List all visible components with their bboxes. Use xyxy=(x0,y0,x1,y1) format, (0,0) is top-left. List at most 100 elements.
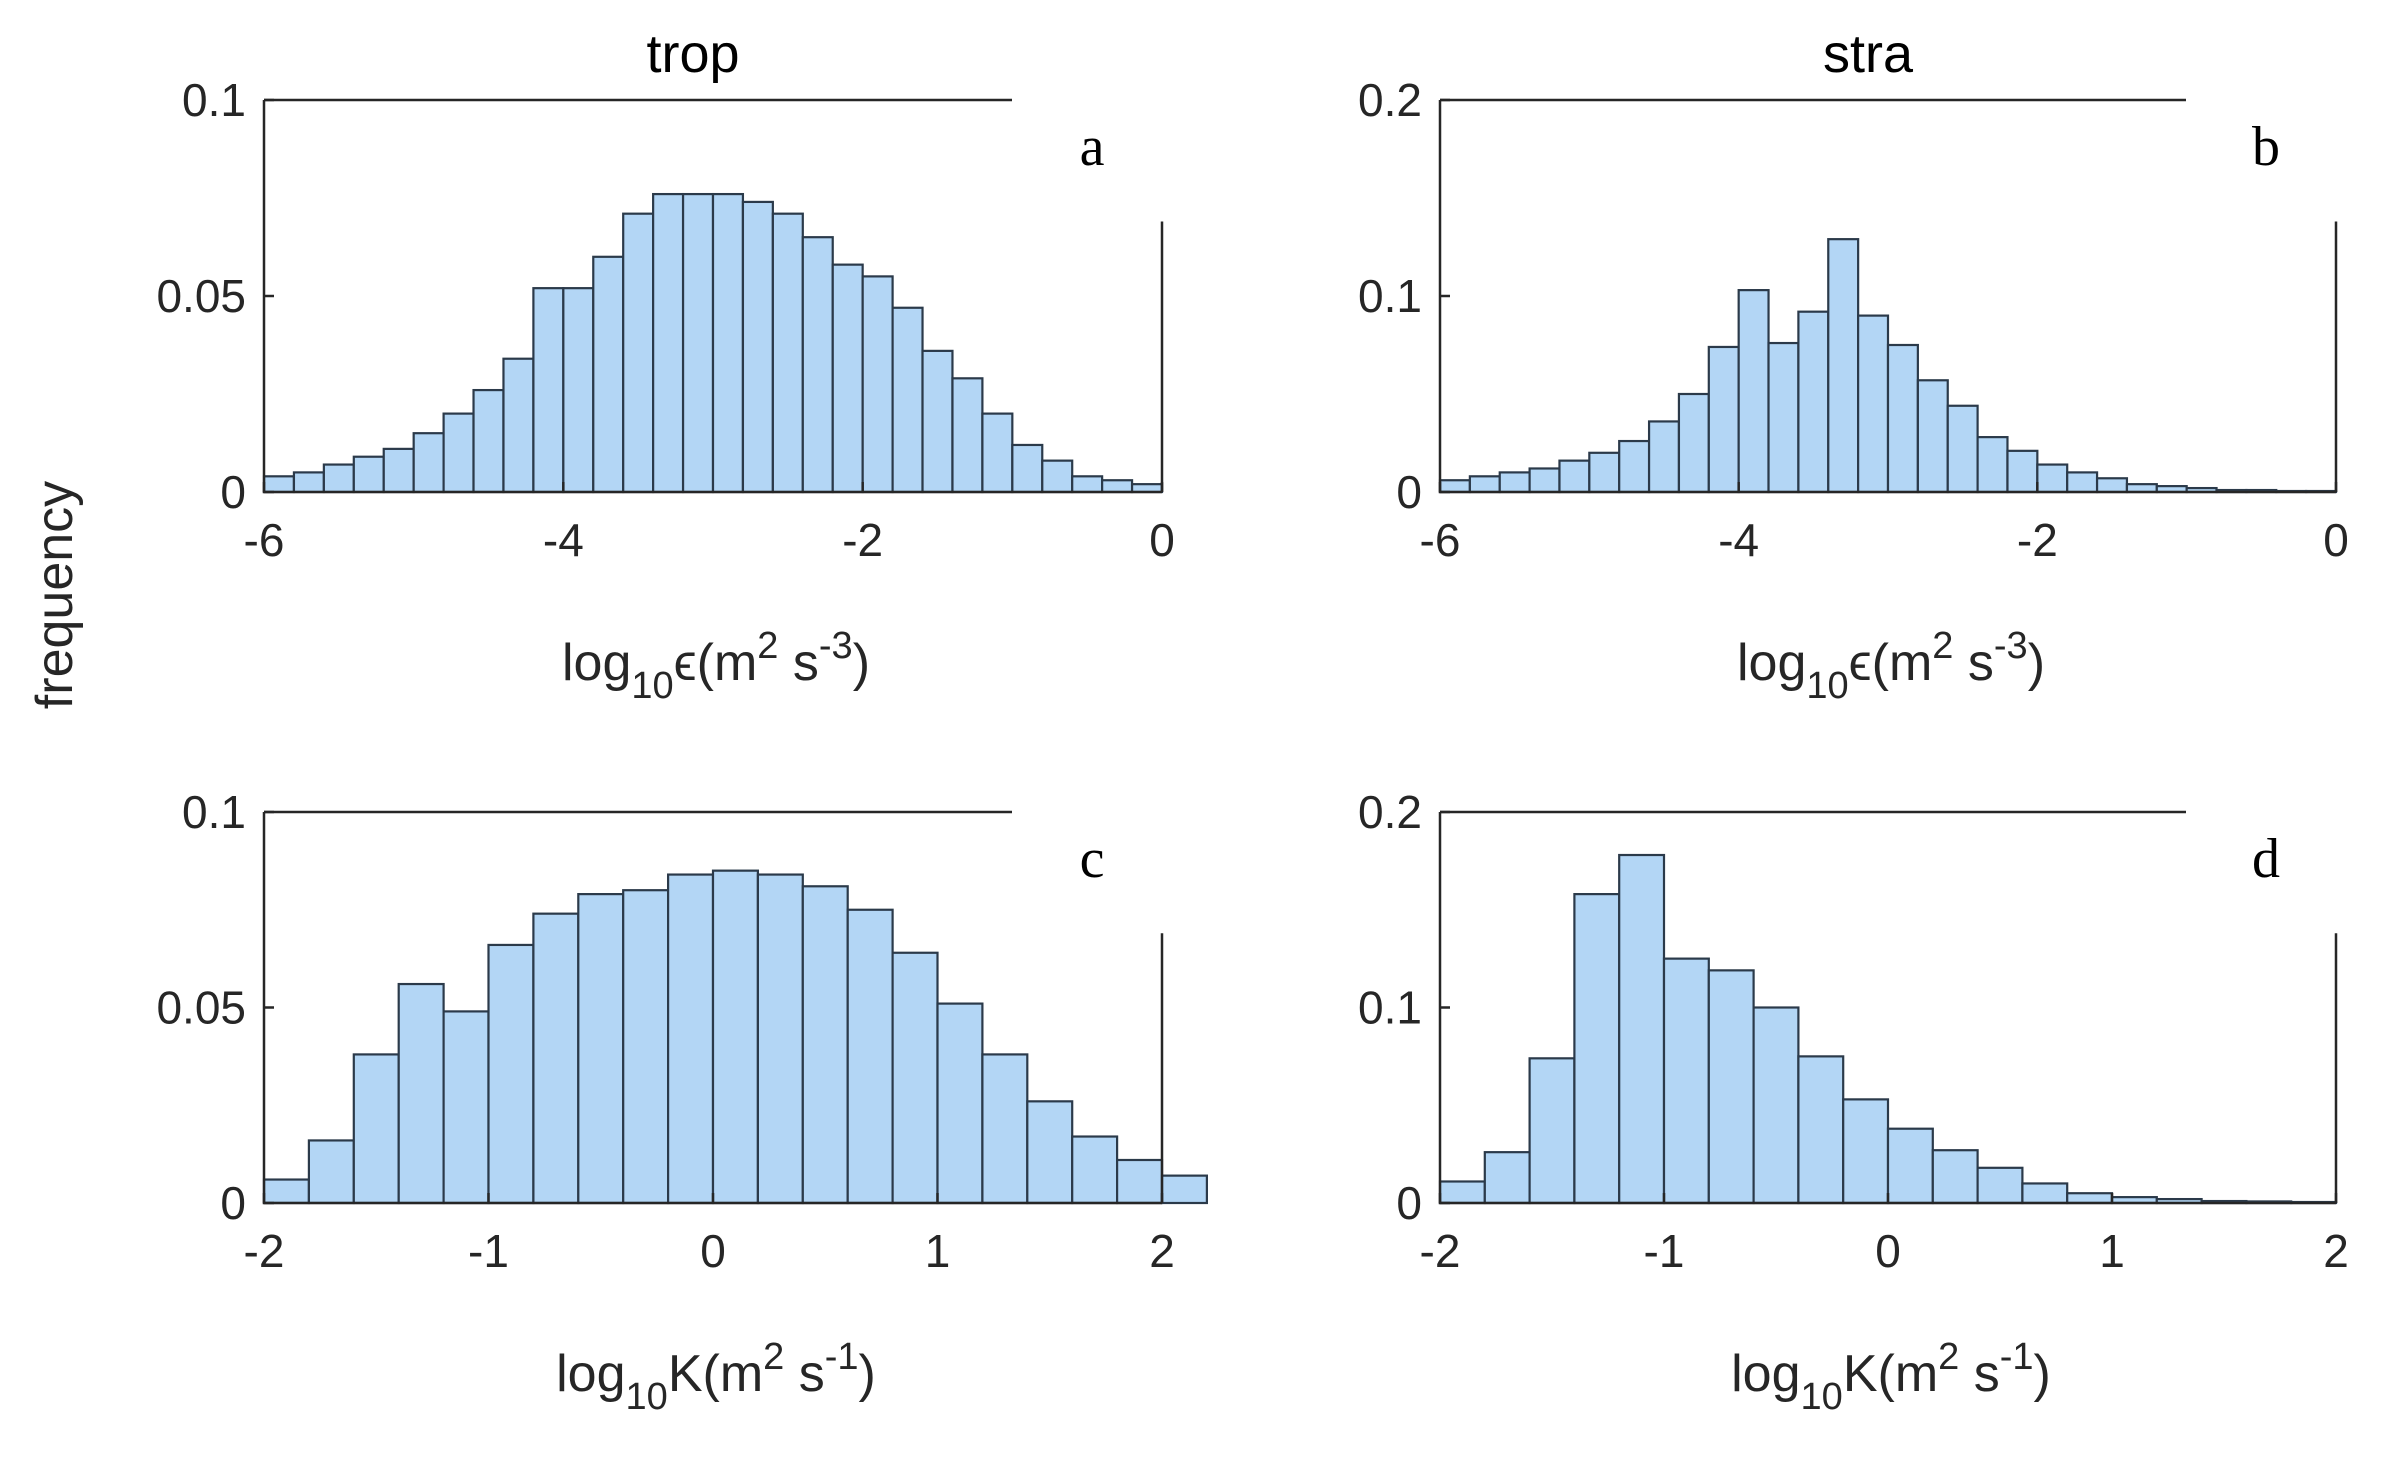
bar-b-10 xyxy=(1737,289,1770,494)
xtick-label-c-4: 2 xyxy=(1149,1225,1175,1277)
bar-c-0 xyxy=(262,1178,311,1205)
x-label-part-pre: log xyxy=(562,634,631,692)
bar-c-5 xyxy=(487,943,535,1205)
bar-a-19 xyxy=(831,263,864,494)
bar-c-14 xyxy=(891,951,939,1205)
panel-title-a: trop xyxy=(646,24,739,84)
x-axis-label-c: log10K(m2 s-1) xyxy=(556,1336,876,1418)
bar-a-1 xyxy=(292,471,325,494)
bar-b-19 xyxy=(2006,449,2039,494)
bar-b-8 xyxy=(1677,392,1710,494)
ytick-label-b-0: 0 xyxy=(1396,466,1422,518)
x-label-part-sub: 10 xyxy=(1801,1376,1843,1418)
bar-a-10 xyxy=(562,287,595,494)
x-label-part-unit: (m xyxy=(1872,634,1933,692)
bar-a-2 xyxy=(322,463,355,494)
bar-d-7 xyxy=(1752,1006,1800,1205)
bar-b-7 xyxy=(1647,420,1681,494)
xtick-label-b-2: -2 xyxy=(2017,514,2058,566)
bar-a-7 xyxy=(472,388,505,494)
bar-c-3 xyxy=(397,982,445,1205)
bar-a-8 xyxy=(502,357,535,494)
x-label-part-p1: 2 xyxy=(763,1336,784,1378)
bar-b-4 xyxy=(1558,459,1591,494)
bar-c-4 xyxy=(442,1010,490,1205)
bar-c-6 xyxy=(532,912,580,1205)
bar-b-20 xyxy=(2036,463,2069,494)
bar-d-0 xyxy=(1438,1180,1486,1205)
bar-a-4 xyxy=(382,447,415,494)
bar-b-17 xyxy=(1946,404,1979,494)
bar-d-6 xyxy=(1707,969,1755,1205)
bar-c-11 xyxy=(756,873,804,1205)
bar-d-14 xyxy=(2066,1192,2114,1205)
bar-c-8 xyxy=(622,889,670,1205)
x-label-part-sub: 10 xyxy=(626,1376,668,1418)
x-label-part-pre: log xyxy=(1731,1345,1800,1403)
bar-a-24 xyxy=(981,412,1014,494)
bar-a-28 xyxy=(1101,479,1134,494)
x-label-part-p1: 2 xyxy=(1938,1336,1959,1378)
bar-c-13 xyxy=(846,908,894,1205)
bar-b-18 xyxy=(1976,436,2009,494)
bar-b-6 xyxy=(1618,439,1651,494)
x-label-part-mid: s xyxy=(1953,634,1993,692)
xtick-label-d-3: 1 xyxy=(2099,1225,2125,1277)
bar-c-17 xyxy=(1026,1100,1074,1205)
bar-d-10 xyxy=(1886,1127,1934,1205)
panel-title-b: stra xyxy=(1823,24,1914,84)
ytick-label-c-1: 0.05 xyxy=(156,982,246,1034)
ytick-label-d-2: 0.2 xyxy=(1358,786,1422,838)
panel-label-d: d xyxy=(2252,828,2280,890)
bar-b-5 xyxy=(1588,451,1621,494)
x-label-part-pre: log xyxy=(1737,634,1806,692)
xtick-label-c-3: 1 xyxy=(925,1225,951,1277)
ytick-label-b-2: 0.2 xyxy=(1358,74,1422,126)
bar-a-21 xyxy=(891,306,924,494)
bar-a-18 xyxy=(801,236,834,494)
y-axis-label-frequency: frequency xyxy=(26,481,84,709)
bar-a-16 xyxy=(741,200,774,494)
x-axis-label-d: log10K(m2 s-1) xyxy=(1731,1336,2051,1418)
x-label-part-unit: (m xyxy=(697,634,758,692)
bar-c-2 xyxy=(352,1053,400,1205)
xtick-label-d-0: -2 xyxy=(1420,1225,1461,1277)
ytick-label-c-2: 0.1 xyxy=(182,786,246,838)
bar-b-11 xyxy=(1767,341,1800,494)
x-label-part-unit: (m xyxy=(703,1345,764,1403)
bar-d-1 xyxy=(1483,1151,1531,1205)
x-label-part-mid: s xyxy=(778,634,818,692)
x-axis-label-b: log10ϵ(m2 s-3) xyxy=(1737,625,2045,707)
bar-b-3 xyxy=(1528,467,1561,494)
xtick-label-a-0: -6 xyxy=(244,514,285,566)
xtick-label-d-4: 2 xyxy=(2323,1225,2349,1277)
bar-b-2 xyxy=(1498,471,1531,494)
x-label-part-sym: ϵ xyxy=(674,634,697,692)
bar-a-27 xyxy=(1071,475,1104,494)
x-label-part-sym: ϵ xyxy=(1849,634,1872,692)
bar-a-25 xyxy=(1011,443,1044,494)
ytick-label-d-1: 0.1 xyxy=(1358,982,1422,1034)
bar-d-12 xyxy=(1976,1166,2024,1205)
x-label-part-p1: 2 xyxy=(1932,625,1953,667)
xtick-label-b-1: -4 xyxy=(1718,514,1759,566)
bar-a-13 xyxy=(652,192,685,494)
bar-a-22 xyxy=(921,349,954,494)
x-label-part-close: ) xyxy=(853,634,870,692)
ytick-label-d-0: 0 xyxy=(1396,1177,1422,1229)
xtick-label-d-1: -1 xyxy=(1644,1225,1685,1277)
bar-a-26 xyxy=(1041,459,1074,494)
bar-a-12 xyxy=(622,212,655,494)
bar-c-20 xyxy=(1160,1174,1209,1205)
bar-c-12 xyxy=(801,885,849,1205)
panel-label-a: a xyxy=(1080,116,1105,178)
bar-a-20 xyxy=(861,275,894,494)
bar-d-5 xyxy=(1662,957,1710,1205)
x-axis-label-a: log10ϵ(m2 s-3) xyxy=(562,625,870,707)
x-label-part-p2: -1 xyxy=(825,1336,859,1378)
bar-d-2 xyxy=(1528,1057,1576,1205)
bar-a-11 xyxy=(592,255,625,494)
